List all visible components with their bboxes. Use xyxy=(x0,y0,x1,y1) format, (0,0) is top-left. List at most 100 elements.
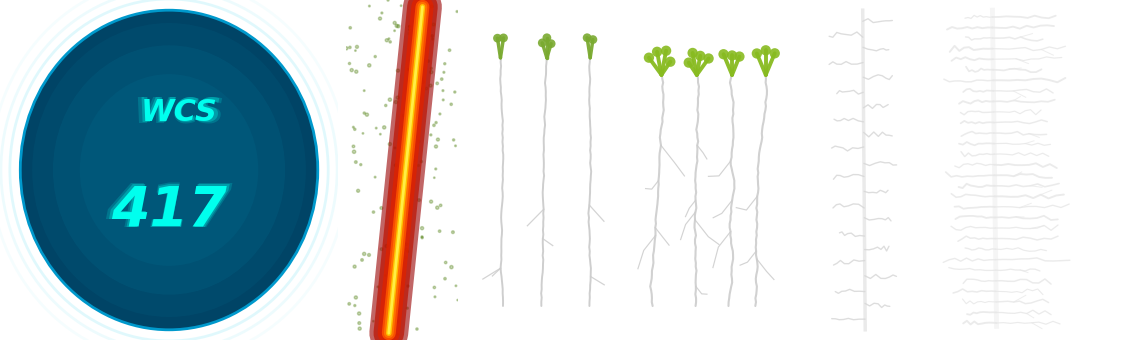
Point xyxy=(343,67,361,73)
Point xyxy=(647,49,666,54)
Point xyxy=(388,331,407,337)
Point xyxy=(583,37,602,42)
Point xyxy=(394,123,413,129)
Text: WCS: WCS xyxy=(138,96,221,129)
Point xyxy=(355,110,374,116)
Point xyxy=(431,228,449,234)
Point xyxy=(350,320,368,326)
Point xyxy=(435,61,454,66)
Ellipse shape xyxy=(80,74,258,266)
Point xyxy=(414,56,432,62)
Point xyxy=(400,23,418,29)
Point xyxy=(424,21,442,27)
Point xyxy=(432,76,450,82)
Point xyxy=(422,4,440,9)
Point xyxy=(426,294,445,300)
Point xyxy=(434,97,453,103)
Point xyxy=(413,159,431,164)
Point xyxy=(448,298,466,303)
Point xyxy=(385,20,403,26)
Point xyxy=(440,48,458,53)
Text: WCS: WCS xyxy=(141,98,218,127)
Point xyxy=(410,198,429,203)
Point xyxy=(390,270,408,276)
Point xyxy=(376,272,394,278)
Point xyxy=(416,2,434,7)
Point xyxy=(419,58,438,64)
Point xyxy=(347,295,366,300)
Point xyxy=(434,70,453,75)
Point xyxy=(382,302,400,308)
Point xyxy=(398,305,416,311)
Point xyxy=(714,51,732,57)
Point xyxy=(347,69,366,74)
Text: 417: 417 xyxy=(105,181,233,240)
Point xyxy=(353,257,371,263)
Point xyxy=(537,35,556,40)
Point xyxy=(355,88,374,94)
Point xyxy=(386,163,405,168)
Point xyxy=(413,234,431,239)
Point xyxy=(360,3,378,9)
Point xyxy=(542,41,560,46)
Point xyxy=(379,0,398,3)
Point xyxy=(346,48,364,53)
Text: WCS: WCS xyxy=(134,95,225,129)
Text: 417: 417 xyxy=(108,182,230,239)
Point xyxy=(680,60,698,65)
Point xyxy=(699,56,717,61)
Point xyxy=(387,23,406,29)
Point xyxy=(346,303,364,308)
Point xyxy=(337,46,355,51)
Point xyxy=(377,243,395,249)
Point xyxy=(371,132,390,137)
Point xyxy=(358,112,376,117)
Point xyxy=(399,283,417,289)
Point xyxy=(364,209,383,215)
Point xyxy=(397,205,415,210)
Point xyxy=(657,48,675,53)
Point xyxy=(406,72,424,78)
Point xyxy=(351,326,369,331)
Point xyxy=(442,265,461,270)
Point xyxy=(533,40,551,46)
Point xyxy=(378,283,397,288)
Point xyxy=(661,59,680,64)
Point xyxy=(413,235,431,240)
Ellipse shape xyxy=(53,45,285,295)
Text: 417: 417 xyxy=(111,184,227,238)
Point xyxy=(425,123,444,128)
Point xyxy=(730,54,748,59)
Point xyxy=(372,205,391,211)
Point xyxy=(425,175,444,181)
Point xyxy=(390,224,408,229)
Point xyxy=(340,45,359,50)
Point xyxy=(426,144,445,149)
Point xyxy=(355,251,374,257)
Point xyxy=(360,252,378,258)
Point xyxy=(639,55,658,61)
Point xyxy=(372,246,391,252)
Point xyxy=(399,26,417,31)
Point xyxy=(390,291,408,297)
Point xyxy=(375,330,393,336)
Point xyxy=(345,264,363,269)
Point xyxy=(380,39,399,45)
Point xyxy=(392,3,410,8)
Point xyxy=(427,81,446,86)
Point xyxy=(388,215,407,220)
Point xyxy=(398,241,416,247)
Point xyxy=(369,284,387,290)
Point xyxy=(348,188,367,193)
Point xyxy=(447,283,465,289)
Point xyxy=(422,69,440,75)
Point xyxy=(422,83,440,88)
Point xyxy=(446,143,464,149)
Point xyxy=(380,141,399,147)
Point xyxy=(432,203,450,208)
Point xyxy=(397,183,415,189)
Point xyxy=(426,166,445,172)
Point xyxy=(442,102,461,107)
Point xyxy=(371,16,390,21)
Point xyxy=(360,63,378,68)
